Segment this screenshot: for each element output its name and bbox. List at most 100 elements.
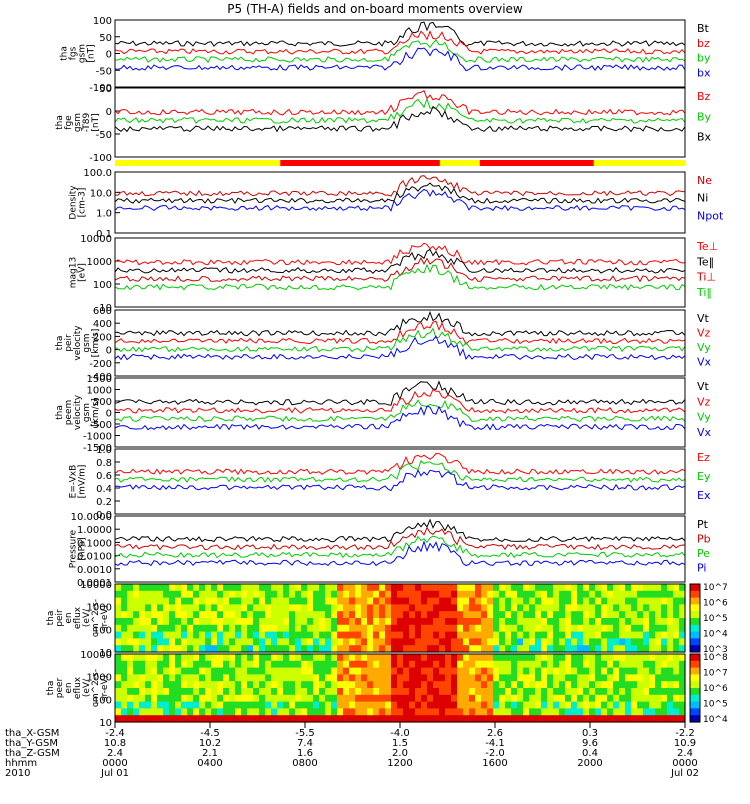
- spectrogram-cell: [433, 584, 440, 592]
- spectrogram-cell: [499, 618, 506, 626]
- spectrogram-cell: [427, 597, 434, 605]
- ytick-label-pressure: 0.0010: [77, 565, 112, 576]
- spectrogram-cell: [295, 667, 302, 675]
- spectrogram-cell: [277, 715, 284, 723]
- ytick-label-peir_spec: 10000: [80, 580, 112, 591]
- spectrogram-cell: [313, 638, 320, 646]
- spectrogram-cell: [199, 584, 206, 592]
- spectrogram-cell: [541, 590, 548, 599]
- spectrogram-cell: [127, 654, 134, 662]
- spectrogram-cell: [589, 584, 596, 592]
- series-line-pressure: [114, 540, 686, 567]
- spectrogram-cell: [559, 715, 566, 723]
- ylabel-pressure: Pressure: [69, 529, 79, 568]
- spectrogram-cell: [325, 674, 332, 682]
- spectrogram-cell: [637, 654, 644, 662]
- spectrogram-cell: [499, 624, 506, 633]
- spectrogram-cell: [415, 654, 422, 662]
- spectrogram-cell: [307, 631, 314, 639]
- spectrogram-cell: [583, 667, 590, 675]
- ytick-label-temp: 10: [99, 303, 112, 314]
- ytick-label-peir_spec: 1000: [87, 603, 112, 614]
- spectrogram-cell: [463, 688, 470, 696]
- spectrogram-cell: [331, 618, 338, 626]
- spectrogram-cell: [391, 597, 398, 605]
- spectrogram-cell: [571, 631, 578, 639]
- legend-label-pressure: Pi: [697, 562, 706, 575]
- spectrogram-cell: [235, 667, 242, 675]
- spectrogram-cell: [235, 688, 242, 696]
- spectrogram-cell: [241, 674, 248, 682]
- spectrogram-cell: [571, 667, 578, 675]
- spectrogram-cell: [565, 611, 572, 619]
- spectrogram-cell: [523, 674, 530, 682]
- spectrogram-cell: [487, 624, 494, 633]
- spectrogram-cell: [325, 667, 332, 675]
- spectrogram-cell: [145, 645, 152, 653]
- spectrogram-cell: [223, 654, 230, 662]
- spectrogram-cell: [625, 674, 632, 682]
- spectrogram-cell: [283, 611, 290, 619]
- spectrogram-cell: [289, 638, 296, 646]
- spectrogram-cell: [139, 715, 146, 723]
- spectrogram-cell: [217, 660, 224, 669]
- spectrogram-cell: [481, 701, 488, 709]
- spectrogram-cell: [457, 645, 464, 653]
- ylabel-fgs: fgs: [69, 46, 79, 60]
- spectrogram-cell: [559, 701, 566, 709]
- spectrogram-cell: [679, 590, 686, 599]
- spectrogram-cell: [127, 611, 134, 619]
- spectrogram-cell: [181, 715, 188, 723]
- spectrogram-cell: [427, 645, 434, 653]
- spectrogram-cell: [169, 584, 176, 592]
- spectrogram-cell: [127, 701, 134, 709]
- spectrogram-cell: [535, 667, 542, 675]
- spectrogram-cell: [637, 631, 644, 639]
- spectrogram-cell: [403, 618, 410, 626]
- spectrogram-cell: [229, 611, 236, 619]
- series-line-fgs: [114, 30, 686, 55]
- spectrogram-cell: [331, 604, 338, 612]
- spectrogram-cell: [463, 660, 470, 669]
- spectrogram-cell: [271, 667, 278, 675]
- xtick-label: 0800: [292, 758, 317, 769]
- spectrogram-cell: [547, 618, 554, 626]
- spectrogram-cell: [541, 584, 548, 592]
- spectrogram-cell: [511, 597, 518, 605]
- spectrogram-cell: [469, 584, 476, 592]
- spectrogram-cell: [535, 618, 542, 626]
- spectrogram-cell: [577, 660, 584, 669]
- spectrogram-cell: [181, 638, 188, 646]
- spectrogram-cell: [271, 645, 278, 653]
- spectrogram-cell: [235, 715, 242, 723]
- spectrogram-cell: [199, 701, 206, 709]
- spectrogram-cell: [505, 618, 512, 626]
- spectrogram-cell: [175, 701, 182, 709]
- spectrogram-cell: [115, 584, 122, 592]
- xaxis-row-label: tha_Y-GSM: [5, 738, 58, 749]
- spectrogram-cell: [661, 597, 668, 605]
- spectrogram-cell: [655, 631, 662, 639]
- spectrogram-cell: [145, 590, 152, 599]
- spectrogram-cell: [517, 604, 524, 612]
- spectrogram-cell: [403, 604, 410, 612]
- spectrogram-cell: [295, 590, 302, 599]
- ytick-label-peir: 0: [106, 346, 112, 357]
- spectrogram-cell: [643, 611, 650, 619]
- spectrogram-cell: [487, 584, 494, 592]
- spectrogram-cell: [145, 638, 152, 646]
- spectrogram-cell: [469, 604, 476, 612]
- spectrogram-cell: [397, 645, 404, 653]
- spectrogram-cell: [301, 638, 308, 646]
- spectrogram-cell: [331, 638, 338, 646]
- spectrogram-cell: [409, 584, 416, 592]
- spectrogram-cell: [247, 681, 254, 689]
- spectrogram-cell: [115, 667, 122, 675]
- spectrogram-cell: [427, 694, 434, 703]
- spectrogram-cell: [499, 701, 506, 709]
- ylabel-peem: tha: [55, 405, 65, 420]
- spectrogram-cell: [661, 654, 668, 662]
- spectrogram-cell: [265, 638, 272, 646]
- spectrogram-cell: [439, 645, 446, 653]
- spectrogram-cell: [553, 631, 560, 639]
